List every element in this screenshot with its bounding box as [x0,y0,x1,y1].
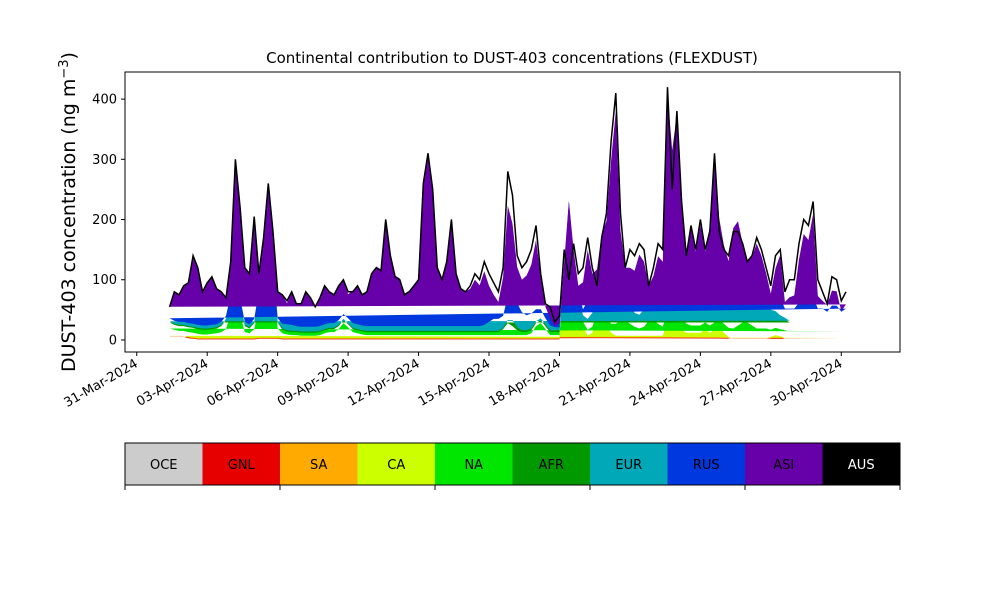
legend-swatch-afr [512,443,590,485]
y-tick-label: 400 [92,93,117,108]
legend-label-eur: EUR [615,458,642,473]
legend-label-asi: ASI [773,458,794,473]
legend-swatch-oce [125,443,203,485]
y-axis-label-close: ) [58,52,80,59]
y-axis-label-base: DUST-403 concentration (ng m [58,79,80,372]
y-tick-label: 300 [92,153,117,168]
y-axis: 0 100 200 300 400 [92,93,125,348]
legend-label-gnl: GNL [228,458,256,473]
y-tick-label: 100 [92,273,117,288]
legend-swatch-asi [745,443,823,485]
legend-frame [124,442,901,486]
plot-frame [124,71,901,353]
y-axis-label-sup: −3 [57,59,72,78]
legend-label-oce: OCE [150,458,178,473]
y-tick-label: 0 [109,333,117,348]
legend-swatch-aus [822,443,900,485]
legend-swatch-gnl [202,443,280,485]
legend-swatch-sa [280,443,358,485]
legend-swatch-eur [590,443,668,485]
legend-label-na: NA [464,458,483,473]
area-asi [169,94,847,327]
legend-swatch-rus [667,443,745,485]
legend-label-rus: RUS [693,458,720,473]
y-tick-label: 200 [92,213,117,228]
stacked-areas [169,94,847,340]
y-axis-label: DUST-403 concentration (ng m−3) [57,52,80,372]
legend-label-afr: AFR [539,458,564,473]
legend: OCE GNL SA CA NA AFR EUR RUS ASI AUS [124,442,901,490]
legend-label-aus: AUS [848,458,875,473]
legend-swatch-na [435,443,513,485]
legend-swatch-ca [357,443,435,485]
legend-label-ca: CA [387,458,405,473]
total-outline [168,87,847,324]
legend-label-sa: SA [310,458,327,473]
chart-title: Continental contribution to DUST-403 con… [266,49,758,67]
